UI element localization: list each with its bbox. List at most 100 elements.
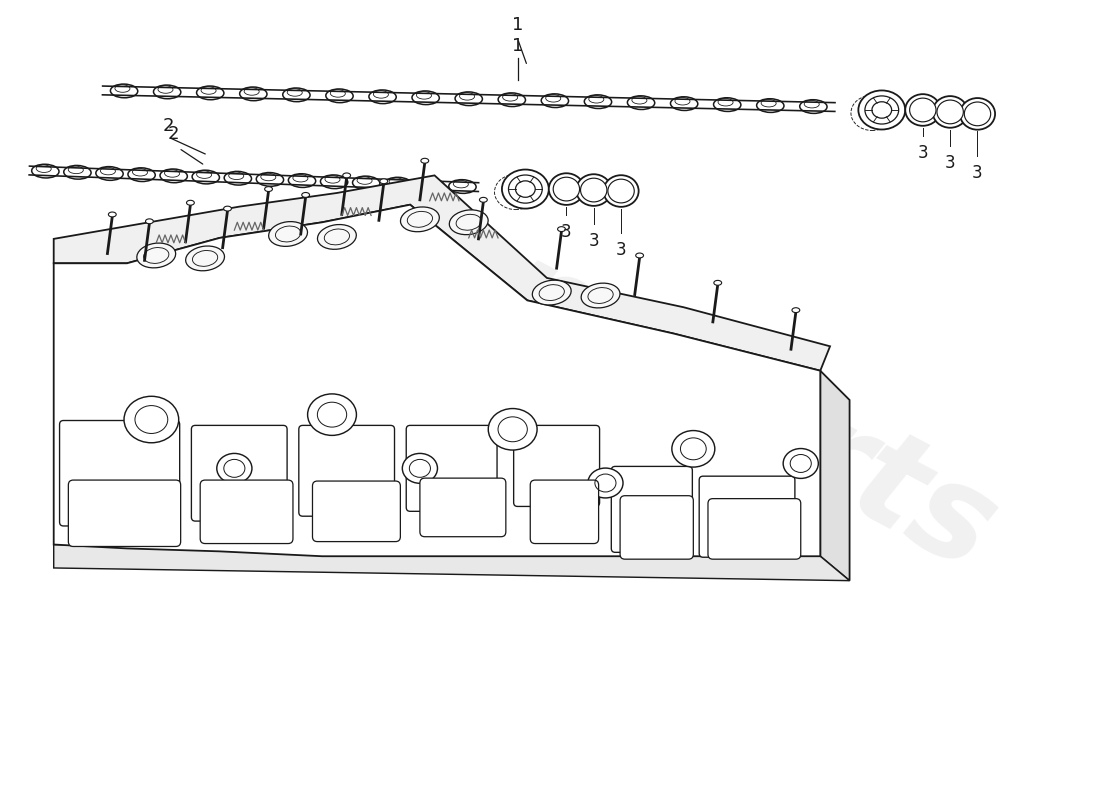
Polygon shape bbox=[54, 545, 849, 581]
Text: 2: 2 bbox=[168, 125, 179, 143]
Text: 3: 3 bbox=[588, 232, 600, 250]
Ellipse shape bbox=[549, 174, 584, 205]
Ellipse shape bbox=[672, 430, 715, 467]
Ellipse shape bbox=[910, 98, 936, 122]
Ellipse shape bbox=[417, 178, 444, 192]
Ellipse shape bbox=[64, 166, 91, 179]
Ellipse shape bbox=[541, 94, 569, 107]
Ellipse shape bbox=[576, 174, 612, 206]
Ellipse shape bbox=[937, 100, 964, 124]
Ellipse shape bbox=[400, 207, 439, 232]
Ellipse shape bbox=[268, 222, 308, 246]
Ellipse shape bbox=[532, 280, 571, 305]
Ellipse shape bbox=[110, 84, 138, 98]
Ellipse shape bbox=[301, 193, 309, 198]
Ellipse shape bbox=[757, 98, 784, 113]
Ellipse shape bbox=[553, 178, 580, 201]
Polygon shape bbox=[54, 205, 821, 556]
FancyBboxPatch shape bbox=[620, 496, 693, 559]
Ellipse shape bbox=[792, 308, 800, 313]
Ellipse shape bbox=[192, 170, 219, 184]
Text: a porsche parts since 1985: a porsche parts since 1985 bbox=[381, 318, 830, 579]
Ellipse shape bbox=[502, 170, 549, 209]
FancyBboxPatch shape bbox=[420, 478, 506, 537]
Ellipse shape bbox=[449, 180, 476, 194]
Ellipse shape bbox=[455, 92, 483, 106]
Ellipse shape bbox=[154, 85, 180, 98]
Ellipse shape bbox=[933, 96, 968, 128]
Ellipse shape bbox=[223, 206, 231, 211]
Ellipse shape bbox=[412, 91, 439, 105]
Ellipse shape bbox=[32, 164, 59, 178]
Ellipse shape bbox=[627, 96, 654, 110]
FancyBboxPatch shape bbox=[514, 426, 600, 506]
Ellipse shape bbox=[240, 87, 267, 101]
Ellipse shape bbox=[145, 219, 153, 224]
Ellipse shape bbox=[587, 468, 623, 498]
Text: 3: 3 bbox=[616, 241, 626, 259]
Ellipse shape bbox=[636, 253, 644, 258]
Ellipse shape bbox=[197, 86, 224, 100]
Text: 3: 3 bbox=[917, 144, 928, 162]
Text: 3: 3 bbox=[972, 164, 982, 182]
FancyBboxPatch shape bbox=[191, 426, 287, 521]
Ellipse shape bbox=[581, 283, 620, 308]
FancyBboxPatch shape bbox=[59, 421, 179, 526]
FancyBboxPatch shape bbox=[612, 466, 692, 552]
Ellipse shape bbox=[217, 454, 252, 483]
Text: 1: 1 bbox=[512, 16, 524, 34]
Ellipse shape bbox=[308, 394, 356, 435]
Ellipse shape bbox=[352, 176, 379, 190]
Ellipse shape bbox=[449, 210, 488, 234]
Text: 1: 1 bbox=[512, 38, 524, 55]
Ellipse shape bbox=[558, 226, 565, 231]
FancyBboxPatch shape bbox=[200, 480, 293, 543]
Ellipse shape bbox=[379, 179, 387, 184]
Ellipse shape bbox=[800, 100, 827, 114]
Ellipse shape bbox=[160, 169, 187, 182]
Ellipse shape bbox=[318, 225, 356, 250]
Text: 3: 3 bbox=[561, 223, 572, 242]
Ellipse shape bbox=[368, 90, 396, 104]
FancyBboxPatch shape bbox=[299, 426, 395, 516]
Polygon shape bbox=[821, 370, 849, 581]
FancyBboxPatch shape bbox=[700, 476, 795, 558]
Ellipse shape bbox=[256, 173, 284, 186]
Text: 3: 3 bbox=[945, 154, 956, 172]
Ellipse shape bbox=[320, 175, 348, 189]
Ellipse shape bbox=[498, 93, 526, 106]
Ellipse shape bbox=[326, 89, 353, 102]
FancyBboxPatch shape bbox=[68, 480, 180, 546]
Ellipse shape bbox=[136, 243, 176, 268]
Ellipse shape bbox=[584, 95, 612, 109]
Ellipse shape bbox=[187, 200, 195, 205]
Text: 2: 2 bbox=[162, 118, 174, 135]
Ellipse shape bbox=[385, 178, 411, 191]
Polygon shape bbox=[54, 175, 830, 370]
FancyBboxPatch shape bbox=[406, 426, 497, 511]
Ellipse shape bbox=[671, 97, 697, 110]
Ellipse shape bbox=[480, 198, 487, 202]
Ellipse shape bbox=[186, 246, 224, 270]
Ellipse shape bbox=[488, 409, 537, 450]
Ellipse shape bbox=[608, 179, 635, 203]
Ellipse shape bbox=[421, 158, 429, 163]
FancyBboxPatch shape bbox=[530, 480, 598, 543]
Ellipse shape bbox=[581, 178, 607, 202]
Ellipse shape bbox=[714, 280, 722, 286]
Ellipse shape bbox=[604, 175, 639, 207]
Text: europarts: europarts bbox=[312, 143, 1016, 598]
FancyBboxPatch shape bbox=[312, 481, 400, 542]
Ellipse shape bbox=[224, 171, 252, 185]
Ellipse shape bbox=[96, 166, 123, 180]
Ellipse shape bbox=[343, 173, 351, 178]
Ellipse shape bbox=[905, 94, 940, 126]
Ellipse shape bbox=[960, 98, 996, 130]
Ellipse shape bbox=[283, 88, 310, 102]
Ellipse shape bbox=[124, 396, 178, 442]
Ellipse shape bbox=[714, 98, 741, 111]
Ellipse shape bbox=[265, 186, 273, 191]
Ellipse shape bbox=[288, 174, 316, 187]
Ellipse shape bbox=[128, 168, 155, 182]
Ellipse shape bbox=[783, 449, 818, 478]
